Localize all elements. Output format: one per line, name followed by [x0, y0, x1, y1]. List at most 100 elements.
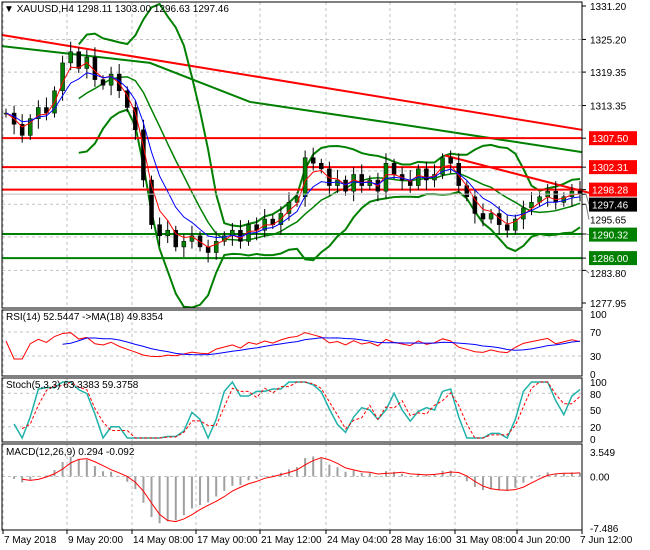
- symbol-header: ▼ XAUUSD,H4 1298.11 1303.00 1296.63 1297…: [4, 4, 229, 15]
- candle: [424, 161, 429, 191]
- candle: [513, 214, 518, 235]
- candle: [213, 231, 219, 260]
- level-price-label: 1298.28: [592, 186, 629, 197]
- current-price-tag: [589, 197, 637, 212]
- macd-signal-line: [22, 457, 581, 523]
- time-tick-label: 31 May 08:00: [456, 535, 517, 546]
- time-tick-label: 17 May 00:00: [197, 535, 258, 546]
- dropdown-triangle-icon[interactable]: ▼: [4, 4, 14, 15]
- stoch-tick-label: 20: [590, 423, 602, 434]
- macd-label: MACD(12,26,9) 0.294 -0.092: [6, 447, 135, 458]
- candle: [173, 225, 179, 252]
- ma-slow: [5, 72, 581, 239]
- label-connector: [585, 204, 590, 220]
- candle: [577, 181, 583, 202]
- price-tick-label: 1283.80: [590, 269, 627, 280]
- ohlc-values: 1298.11 1303.00 1296.63 1297.46: [76, 4, 229, 15]
- trend-line: [444, 154, 601, 197]
- candle-body: [302, 157, 308, 197]
- candle-body: [173, 229, 179, 248]
- candle-body: [464, 185, 470, 197]
- candle-body: [213, 241, 219, 253]
- candle: [133, 100, 138, 140]
- bollinger-middle: [78, 76, 581, 242]
- symbol-label: XAUUSD,H4: [16, 4, 74, 15]
- rsi-label: RSI(14) 52.5447 ->MA(18) 49.8354: [6, 312, 164, 323]
- candle: [205, 239, 211, 263]
- price-tick-label: 1277.95: [590, 299, 627, 310]
- panel-frame: [1, 377, 583, 443]
- price-tick-label: 1325.20: [590, 35, 627, 46]
- candle: [351, 167, 356, 202]
- candle: [480, 203, 486, 227]
- stoch-label: Stoch(5,3,3) 63.3383 59.3758: [6, 380, 139, 391]
- time-tick-label: 21 May 12:00: [261, 535, 322, 546]
- candle-body: [157, 224, 162, 237]
- time-tick-label: 7 Jun 12:00: [580, 535, 633, 546]
- candle-body: [181, 241, 187, 248]
- candle-body: [28, 118, 33, 136]
- current-price-label: 1297.46: [592, 201, 629, 212]
- rsi-tick-label: 70: [590, 328, 602, 339]
- candle: [68, 41, 73, 71]
- bollinger-upper: [77, 2, 581, 228]
- candle: [230, 222, 235, 246]
- level-price-tag: [589, 131, 637, 146]
- candle-body: [529, 202, 534, 209]
- candle-body: [36, 107, 41, 119]
- time-tick-label: 9 May 20:00: [68, 535, 123, 546]
- price-tick-label: 1313.35: [590, 102, 627, 113]
- level-price-tag: [589, 227, 637, 242]
- time-tick-label: 7 May 2018: [4, 535, 57, 546]
- candle-body: [359, 174, 364, 186]
- candle-body: [92, 57, 98, 80]
- time-tick-label: 28 May 16:00: [391, 535, 452, 546]
- time-tick-label: 24 May 04:00: [327, 535, 388, 546]
- label-connector: [585, 233, 590, 236]
- candle-body: [327, 168, 332, 186]
- candle-body: [76, 51, 82, 69]
- macd-tick-label: 0.00: [590, 472, 610, 483]
- candle: [327, 161, 332, 196]
- candle: [76, 47, 82, 73]
- long-ma-green: [1, 45, 583, 154]
- candle-body: [553, 190, 558, 203]
- label-connector: [585, 270, 590, 274]
- level-price-tag: [589, 160, 637, 175]
- rsi-ma-line: [62, 337, 581, 356]
- candle-body: [205, 246, 211, 253]
- candle-body: [165, 229, 170, 237]
- level-price-label: 1307.50: [592, 134, 629, 145]
- panel-frame: [1, 309, 583, 377]
- stoch-tick-label: 100: [590, 378, 607, 389]
- candle: [375, 172, 381, 202]
- price-tick-label: 1319.35: [590, 68, 627, 79]
- bollinger-lower: [78, 108, 581, 309]
- candle: [286, 192, 292, 221]
- time-tick-label: 4 Jun 20:00: [518, 535, 571, 546]
- candle-body: [310, 157, 316, 164]
- level-price-tag: [589, 251, 637, 266]
- candle-body: [68, 51, 73, 64]
- stoch-signal-line: [21, 381, 581, 439]
- level-price-tag: [589, 182, 637, 197]
- rsi-line: [5, 332, 581, 360]
- level-price-label: 1286.00: [592, 254, 629, 265]
- candle-body: [480, 213, 486, 220]
- long-ma-red: [1, 34, 583, 131]
- candle: [310, 147, 316, 171]
- candle: [92, 47, 98, 87]
- candle-body: [44, 107, 49, 114]
- macd-tick-label: -7.486: [590, 524, 619, 535]
- candle: [238, 220, 243, 249]
- candle-body: [351, 174, 356, 192]
- level-price-label: 1302.31: [592, 163, 629, 174]
- candle: [359, 164, 364, 193]
- candle-body: [513, 218, 518, 231]
- rsi-tick-label: 30: [590, 352, 602, 363]
- candle: [44, 97, 49, 121]
- macd-tick-label: 3.549: [590, 448, 615, 459]
- candle-body: [504, 224, 510, 231]
